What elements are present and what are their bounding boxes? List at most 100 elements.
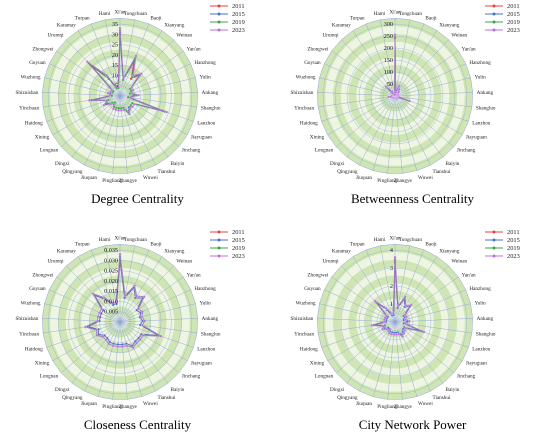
radar-spoke <box>105 245 121 323</box>
radar-spoke <box>119 276 184 323</box>
city-label: Pingliang <box>377 178 397 184</box>
radar-spoke <box>56 276 121 323</box>
legend-marker-2011 <box>492 230 496 234</box>
radar-grid-ring <box>358 59 432 133</box>
city-label: Jiayuguan <box>466 361 487 367</box>
city-label: Urumqi <box>322 258 339 264</box>
radar-grid-ring <box>78 54 162 138</box>
series-line-2023 <box>84 254 162 349</box>
radar-spoke <box>119 30 163 97</box>
data-point-2023 <box>408 319 411 323</box>
data-point-2023 <box>128 107 132 111</box>
data-point-2023 <box>122 108 126 112</box>
legend-marker-2019 <box>217 246 221 250</box>
radar-spoke <box>119 95 169 158</box>
radar-grid-ring <box>382 83 408 109</box>
city-label: Yulin <box>199 301 211 307</box>
city-network-power-title: City Network Power <box>358 417 467 432</box>
legend-label-2023: 2023 <box>507 253 520 260</box>
city-label: Qingyang <box>62 169 83 175</box>
legend-marker-2019 <box>492 246 496 250</box>
city-label: Yinchuan <box>19 331 39 337</box>
radar-spoke <box>119 265 174 323</box>
data-point-2023 <box>141 334 145 337</box>
radar-spoke <box>119 289 191 323</box>
city-label: Yinchuan <box>294 331 314 337</box>
data-point-2023 <box>101 335 105 339</box>
city-label: Zhongwei <box>307 272 329 278</box>
data-point-2023 <box>370 323 374 327</box>
legend-marker-2023 <box>492 28 496 32</box>
radar-spoke <box>119 321 143 397</box>
city-label: Qingyang <box>62 395 83 401</box>
radial-tick-label: 150 <box>384 57 393 64</box>
data-point-2023 <box>106 91 110 95</box>
radar-grid-ring <box>47 249 193 394</box>
betweenness-centrality-title: Betweenness Centrality <box>350 191 475 206</box>
city-label: Zhongwei <box>32 46 54 52</box>
radar-spoke <box>119 321 179 374</box>
data-point-2023 <box>409 303 413 307</box>
city-label: Guyuan <box>304 60 321 66</box>
radar-spoke <box>365 249 396 323</box>
radar-spoke <box>119 39 174 97</box>
data-point-2023 <box>135 294 139 298</box>
data-point-2023 <box>384 307 388 310</box>
city-label: Tianshui <box>432 395 451 401</box>
radar-spoke <box>394 321 473 334</box>
data-point-2023 <box>141 323 144 327</box>
city-label: Wuzhong <box>21 301 41 307</box>
data-point-2023 <box>130 86 134 90</box>
radar-spoke <box>394 95 463 136</box>
data-point-2023 <box>387 95 390 99</box>
radar-spoke <box>380 19 396 97</box>
radar-spoke <box>71 321 121 384</box>
data-point-2023 <box>387 331 391 335</box>
radar-spoke <box>119 19 135 97</box>
city-label: Hanzhong <box>194 60 216 66</box>
radar-spoke <box>119 245 135 323</box>
data-point-2023 <box>128 96 132 99</box>
radar-spoke <box>319 77 396 97</box>
city-label: Wuzhong <box>296 301 316 307</box>
city-label: Dingxi <box>55 161 70 167</box>
radial-tick-label: 15 <box>112 62 118 69</box>
radial-tick-label: 0.005 <box>104 309 118 316</box>
data-point-2023 <box>88 99 91 102</box>
radar-spoke <box>119 321 198 334</box>
radar-spoke <box>44 303 121 323</box>
radar-spoke <box>97 321 121 397</box>
city-label: Jinchang <box>182 147 201 153</box>
data-point-2023 <box>138 338 142 341</box>
city-label: Baoji <box>425 16 437 22</box>
legend-marker-2015 <box>492 12 496 16</box>
radar-spoke <box>394 245 410 323</box>
radar-spoke <box>317 321 396 334</box>
radar-spoke <box>327 95 396 136</box>
data-point-2023 <box>404 322 408 325</box>
data-point-2023 <box>135 341 138 345</box>
city-label: Xianyang <box>439 23 460 29</box>
legend-label-2019: 2019 <box>232 245 245 252</box>
radar-spoke <box>394 95 473 108</box>
legend-label-2019: 2019 <box>507 19 520 26</box>
data-point-2023 <box>394 90 398 94</box>
radar-spoke <box>49 63 121 97</box>
legend-label-2011: 2011 <box>232 3 245 10</box>
data-point-2023 <box>140 315 144 319</box>
radar-spoke <box>321 95 396 122</box>
city-label: Shangluo <box>476 331 496 337</box>
radar-spoke <box>119 318 198 323</box>
radial-tick-label: 30 <box>112 31 118 38</box>
city-label: Weinan <box>176 258 192 264</box>
city-label: Shizuishan <box>16 316 39 322</box>
data-point-2023 <box>401 335 404 338</box>
city-label: Zhangye <box>394 178 413 184</box>
data-point-2023 <box>109 102 113 106</box>
radar-spoke <box>119 95 156 166</box>
legend-marker-2023 <box>217 254 221 258</box>
radial-tick-label: 0.030 <box>104 257 118 264</box>
closeness-centrality-title: Closeness Centrality <box>83 417 192 432</box>
data-point-2023 <box>133 284 136 288</box>
